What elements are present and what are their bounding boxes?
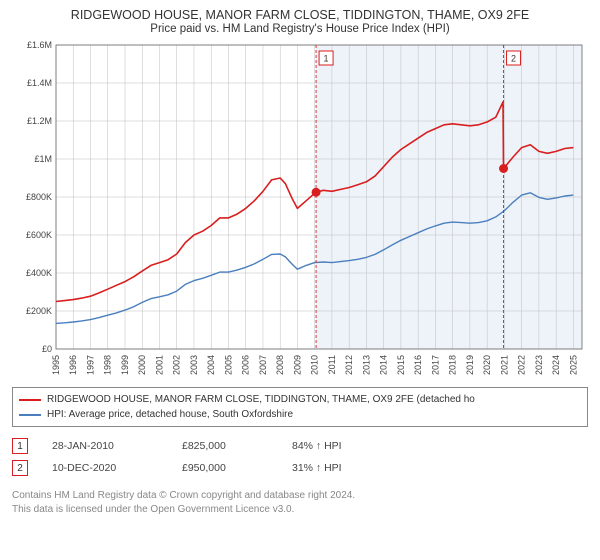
marker-badge-2: 2 [12,460,28,476]
legend-label-property: RIDGEWOOD HOUSE, MANOR FARM CLOSE, TIDDI… [47,392,475,407]
svg-text:1: 1 [324,54,329,64]
svg-text:2023: 2023 [534,355,544,375]
svg-text:£1.2M: £1.2M [27,116,52,126]
legend-swatch-hpi [19,414,41,416]
marker-date-2: 10-DEC-2020 [52,462,182,474]
marker-row-1: 1 28-JAN-2010 £825,000 84% ↑ HPI [12,435,588,457]
svg-text:£1.6M: £1.6M [27,41,52,50]
svg-text:2016: 2016 [413,355,423,375]
marker-price-2: £950,000 [182,462,292,474]
svg-text:2007: 2007 [258,355,268,375]
legend-row-hpi: HPI: Average price, detached house, Sout… [19,407,581,422]
svg-text:2001: 2001 [154,355,164,375]
footnote-line1: Contains HM Land Registry data © Crown c… [12,489,588,503]
legend-swatch-property [19,399,41,401]
legend: RIDGEWOOD HOUSE, MANOR FARM CLOSE, TIDDI… [12,387,588,427]
marker-badge-1: 1 [12,438,28,454]
page-subtitle: Price paid vs. HM Land Registry's House … [12,23,588,35]
svg-text:2013: 2013 [361,355,371,375]
svg-text:2010: 2010 [310,355,320,375]
svg-text:2006: 2006 [241,355,251,375]
legend-label-hpi: HPI: Average price, detached house, Sout… [47,407,293,422]
svg-text:£1M: £1M [34,154,52,164]
marker-row-2: 2 10-DEC-2020 £950,000 31% ↑ HPI [12,457,588,479]
svg-text:2017: 2017 [430,355,440,375]
svg-text:2: 2 [511,54,516,64]
svg-text:1998: 1998 [103,355,113,375]
svg-text:2022: 2022 [517,355,527,375]
svg-text:2019: 2019 [465,355,475,375]
svg-text:2018: 2018 [448,355,458,375]
footnote: Contains HM Land Registry data © Crown c… [12,489,588,516]
svg-text:2025: 2025 [568,355,578,375]
svg-text:2002: 2002 [172,355,182,375]
marker-table: 1 28-JAN-2010 £825,000 84% ↑ HPI 2 10-DE… [12,435,588,479]
svg-text:2012: 2012 [344,355,354,375]
svg-text:2020: 2020 [482,355,492,375]
marker-price-1: £825,000 [182,440,292,452]
price-chart: £0 £200K £400K £600K £800K £1M £1.2M £1.4M £1.6M… [12,41,588,381]
chart-svg: £0 £200K £400K £600K £800K £1M £1.2M £1.4M £1.6M… [12,41,588,381]
svg-text:1996: 1996 [68,355,78,375]
legend-row-property: RIDGEWOOD HOUSE, MANOR FARM CLOSE, TIDDI… [19,392,581,407]
marker-pct-2: 31% ↑ HPI [292,462,422,474]
page-title: RIDGEWOOD HOUSE, MANOR FARM CLOSE, TIDDI… [12,8,588,22]
svg-text:2005: 2005 [223,355,233,375]
svg-text:2008: 2008 [275,355,285,375]
svg-text:2004: 2004 [206,355,216,375]
svg-text:£600K: £600K [26,230,52,240]
svg-text:2014: 2014 [379,355,389,375]
svg-text:£1.4M: £1.4M [27,78,52,88]
svg-text:1999: 1999 [120,355,130,375]
svg-text:£0: £0 [42,344,52,354]
svg-text:2003: 2003 [189,355,199,375]
svg-text:2024: 2024 [551,355,561,375]
svg-text:1997: 1997 [85,355,95,375]
footnote-line2: This data is licensed under the Open Gov… [12,503,588,517]
svg-text:2015: 2015 [396,355,406,375]
marker-pct-1: 84% ↑ HPI [292,440,422,452]
svg-text:2021: 2021 [499,355,509,375]
svg-text:2000: 2000 [137,355,147,375]
svg-text:1995: 1995 [51,355,61,375]
svg-text:£800K: £800K [26,192,52,202]
svg-text:2011: 2011 [327,355,337,374]
marker-date-1: 28-JAN-2010 [52,440,182,452]
svg-text:£400K: £400K [26,268,52,278]
svg-text:2009: 2009 [292,355,302,375]
svg-text:£200K: £200K [26,306,52,316]
